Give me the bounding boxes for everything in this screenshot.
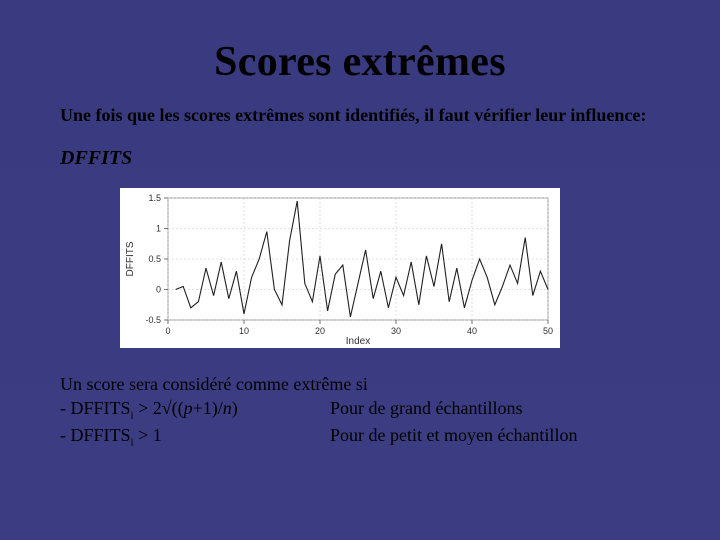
slide-title: Scores extrêmes — [0, 0, 720, 86]
svg-text:DFFITS: DFFITS — [125, 241, 136, 276]
dffits-chart: 0 10 20 30 40 50 -0.5 0 0.5 1 1.5 Index DFFITS — [120, 188, 560, 348]
rule-2: - DFFITSi > 1 Pour de petit et moyen éch… — [60, 423, 660, 450]
svg-text:10: 10 — [239, 326, 249, 336]
rule2-rest: > 1 — [134, 425, 162, 445]
svg-text:0.5: 0.5 — [148, 254, 161, 264]
rule2-prefix: - DFFITS — [60, 425, 131, 445]
svg-text:40: 40 — [467, 326, 477, 336]
rule1-rest: > 2√(( — [134, 398, 184, 418]
rule1-rest2: +1)/ — [193, 398, 223, 418]
svg-text:30: 30 — [391, 326, 401, 336]
rule-2-condition: - DFFITSi > 1 — [60, 423, 330, 450]
svg-text:-0.5: -0.5 — [145, 315, 161, 325]
chart-svg: 0 10 20 30 40 50 -0.5 0 0.5 1 1.5 Index DFFITS — [120, 188, 560, 348]
rule1-var-p: p — [184, 398, 193, 418]
svg-text:50: 50 — [543, 326, 553, 336]
svg-text:0: 0 — [165, 326, 170, 336]
rule1-var-n: n — [223, 398, 232, 418]
rule-1: - DFFITSi > 2√((p+1)/n) Pour de grand éc… — [60, 396, 660, 423]
rule-1-condition: - DFFITSi > 2√((p+1)/n) — [60, 396, 330, 423]
rule1-prefix: - DFFITS — [60, 398, 131, 418]
svg-text:Index: Index — [346, 336, 370, 347]
section-label: DFFITS — [0, 127, 720, 170]
rule-1-comment: Pour de grand échantillons — [330, 396, 660, 423]
rule-2-comment: Pour de petit et moyen échantillon — [330, 423, 660, 450]
svg-text:1: 1 — [156, 223, 161, 233]
svg-text:0: 0 — [156, 284, 161, 294]
svg-text:1.5: 1.5 — [148, 193, 161, 203]
svg-text:20: 20 — [315, 326, 325, 336]
slide-subtitle: Une fois que les scores extrêmes sont id… — [0, 86, 720, 127]
conclusion-block: Un score sera considéré comme extrême si… — [0, 348, 720, 451]
conclusion-intro: Un score sera considéré comme extrême si — [60, 372, 660, 396]
slide: Scores extrêmes Une fois que les scores … — [0, 0, 720, 540]
rule1-rest3: ) — [232, 398, 238, 418]
